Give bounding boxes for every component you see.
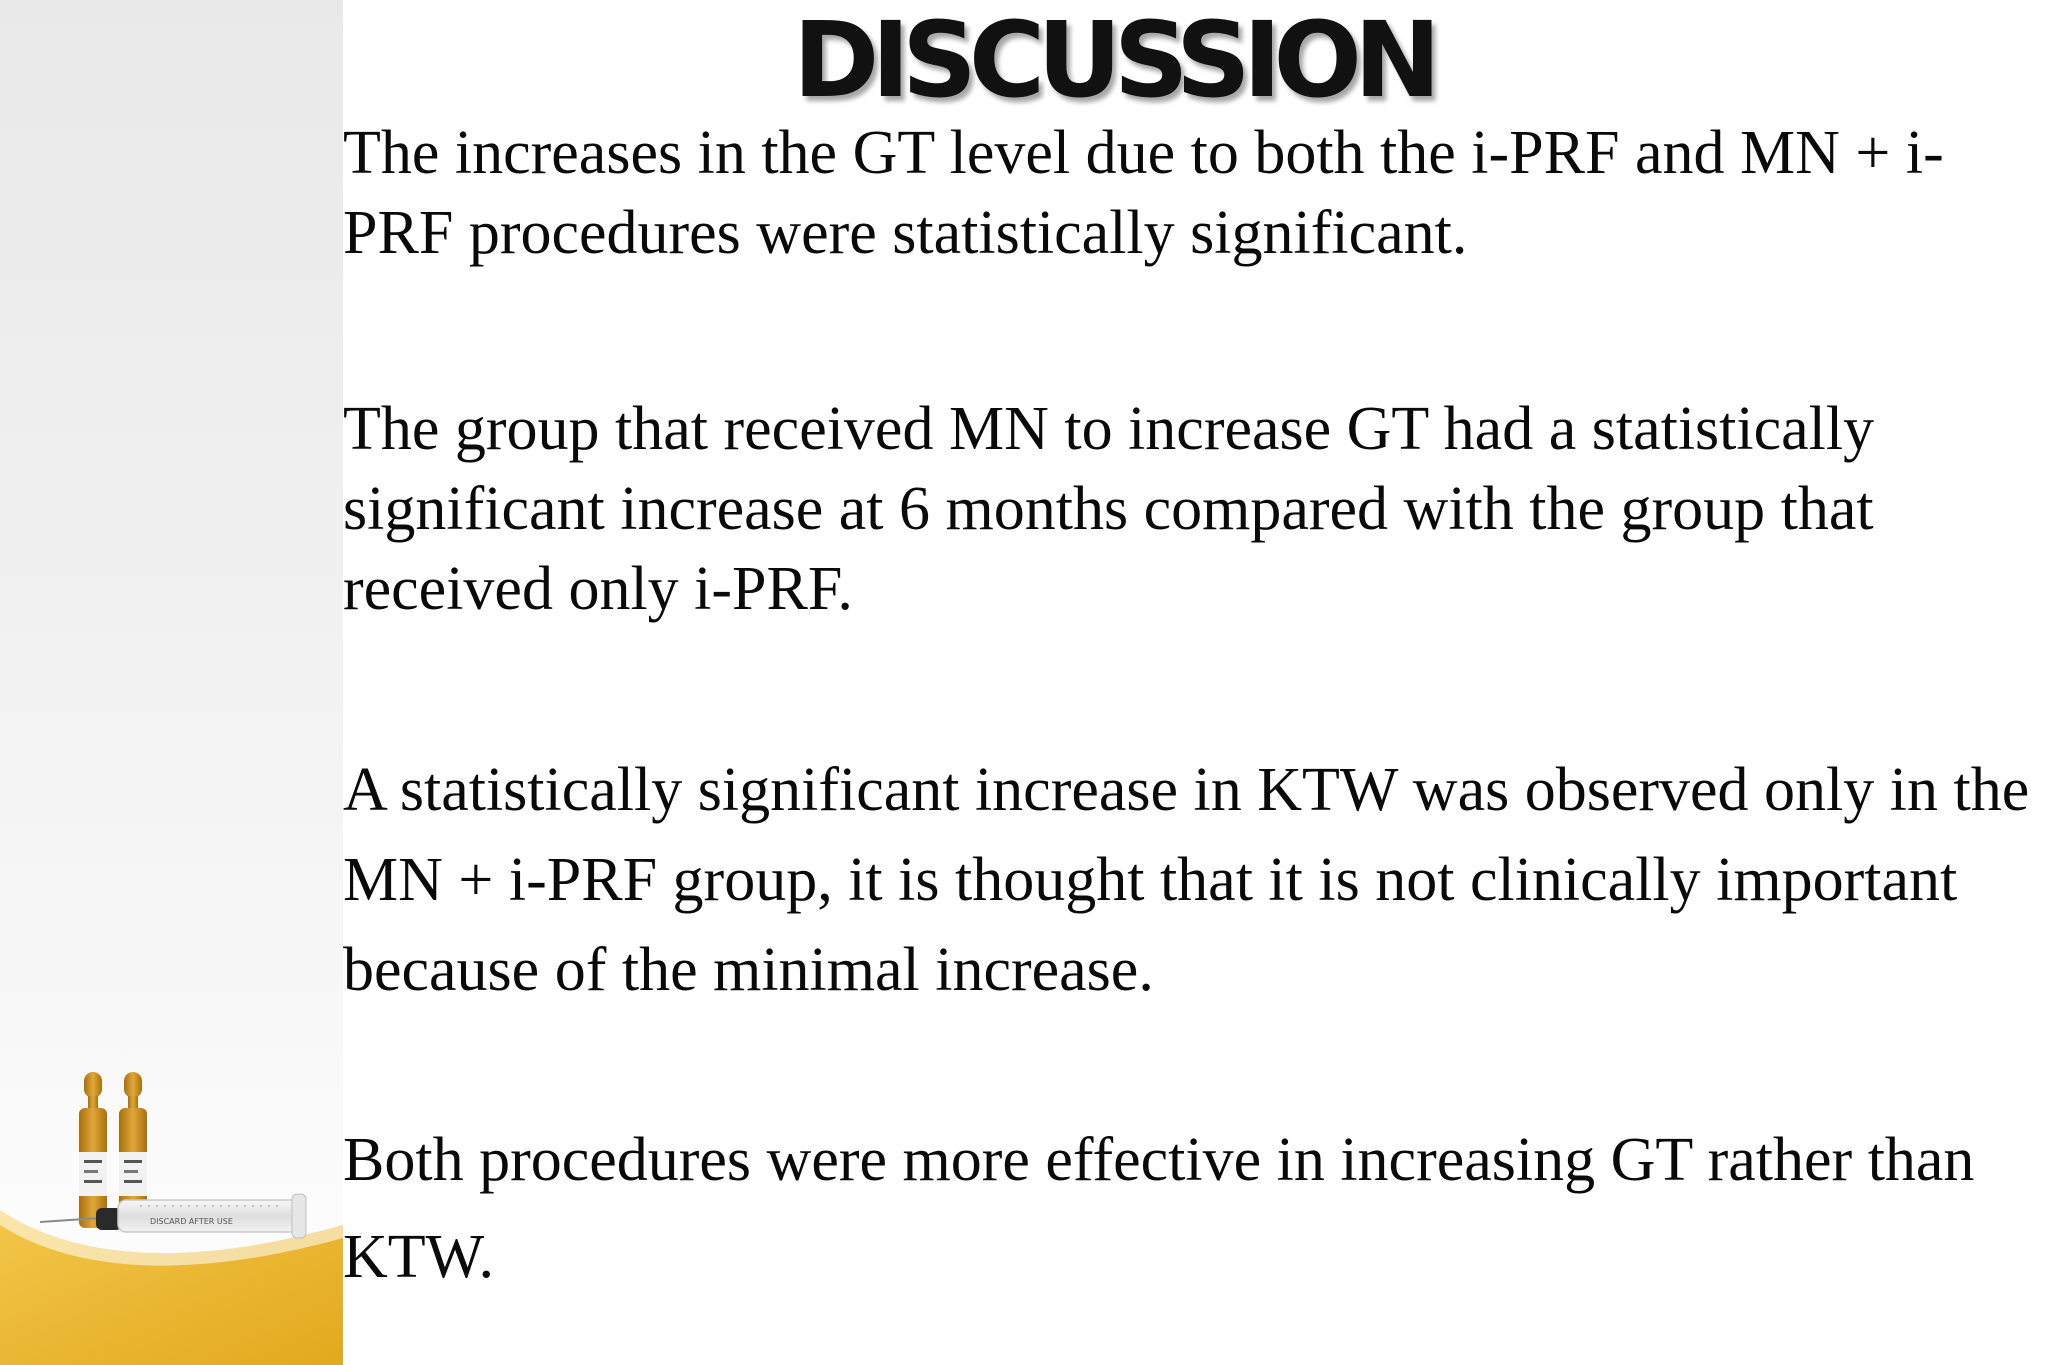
discussion-paragraph-1: The increases in the GT level due to bot… (343, 119, 1944, 267)
syringe-label: DISCARD AFTER USE (150, 1217, 233, 1226)
ampoule-icon (119, 1072, 147, 1228)
discussion-paragraph-2: The group that received MN to increase G… (343, 395, 1875, 623)
syringe-icon: DISCARD AFTER USE (39, 1193, 307, 1239)
slide-title: DISCUSSION (793, 0, 1441, 121)
ampoule-syringe-illustration: DISCARD AFTER USE (0, 1072, 343, 1365)
side-panel (0, 0, 343, 1365)
ampoule-icon (79, 1072, 107, 1228)
discussion-paragraph-4: Both procedures were more effective in i… (343, 1126, 1975, 1291)
discussion-paragraph-3: A statistically significant increase in … (343, 756, 2030, 1004)
